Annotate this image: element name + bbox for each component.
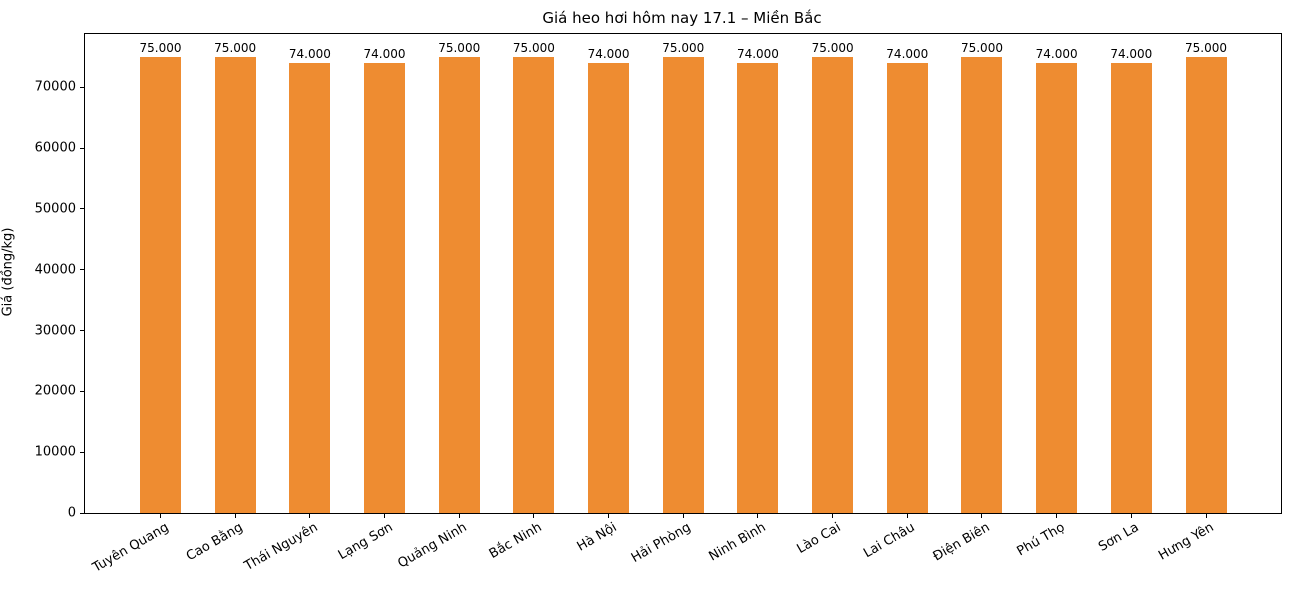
x-tick-label: Lạng Sơn: [335, 520, 396, 564]
x-tick: [832, 513, 834, 518]
x-tick-label: Phú Thọ: [1014, 520, 1068, 560]
x-tick-label: Lai Châu: [861, 520, 918, 562]
bar-value-label: 74.000: [1110, 46, 1153, 61]
y-tick: [80, 451, 85, 453]
bar-value-label: 75.000: [139, 40, 182, 55]
x-tick: [682, 513, 684, 518]
x-tick: [906, 513, 908, 518]
x-tick-label: Quảng Ninh: [395, 520, 470, 572]
y-tick-label: 20000: [34, 383, 76, 399]
bar: [886, 62, 928, 513]
y-tick-label: 50000: [34, 201, 76, 217]
y-tick-label: 60000: [34, 140, 76, 156]
bar: [289, 62, 331, 513]
bar: [961, 56, 1003, 513]
y-tick-label: 30000: [34, 323, 76, 339]
y-tick: [80, 390, 85, 392]
bar-value-label: 75.000: [1185, 40, 1228, 55]
bar-value-label: 74.000: [363, 46, 406, 61]
bar-value-label: 74.000: [736, 46, 779, 61]
bar-value-label: 74.000: [288, 46, 331, 61]
x-tick: [458, 513, 460, 518]
x-tick: [533, 513, 535, 518]
y-tick-label: 0: [67, 505, 76, 521]
x-tick-label: Cao Bằng: [184, 520, 246, 565]
y-axis-label: Giá (đồng/kg): [0, 227, 16, 317]
x-tick: [1205, 513, 1207, 518]
y-tick-label: 10000: [34, 444, 76, 460]
x-tick: [608, 513, 610, 518]
bar: [588, 62, 630, 513]
x-tick-label: Tuyên Quang: [89, 520, 171, 576]
bar: [140, 56, 181, 513]
plot-area: 0 10000 20000 30000 40000 50000 60000 70000 75.0…: [35, 33, 1282, 576]
bar-value-label: 75.000: [662, 40, 705, 55]
bar: [214, 56, 256, 513]
y-tick: [80, 512, 85, 514]
bar-value-label: 74.000: [886, 46, 929, 61]
x-tick: [1056, 513, 1058, 518]
y-tick: [80, 208, 85, 210]
x-tick: [384, 513, 386, 518]
y-tick: [80, 269, 85, 271]
bar-value-label: 75.000: [438, 40, 481, 55]
y-tick: [80, 330, 85, 332]
bar-value-label: 74.000: [587, 46, 630, 61]
y-tick-label: 70000: [34, 79, 76, 95]
bar: [364, 62, 406, 513]
x-tick-label: Ninh Bình: [706, 520, 769, 565]
x-tick-label: Hưng Yên: [1156, 520, 1217, 564]
bar: [737, 62, 779, 513]
bar: [812, 56, 854, 513]
bar-value-label: 75.000: [214, 40, 257, 55]
x-tick-label: Thái Nguyên: [241, 520, 321, 575]
x-tick: [234, 513, 236, 518]
x-tick-label: Hà Nội: [574, 520, 620, 555]
bar: [1036, 62, 1078, 513]
bar: [1185, 56, 1227, 513]
x-tick-label: Sơn La: [1096, 520, 1142, 555]
y-tick: [80, 147, 85, 149]
bar: [513, 56, 555, 513]
x-tick-label: Bắc Ninh: [486, 520, 545, 562]
x-tick: [160, 513, 161, 518]
x-tick: [981, 513, 983, 518]
x-tick: [757, 513, 759, 518]
bar: [1110, 62, 1152, 513]
x-tick: [1130, 513, 1132, 518]
x-tick: [309, 513, 311, 518]
bar-value-label: 75.000: [960, 40, 1003, 55]
x-tick-label: Hải Phòng: [629, 520, 694, 566]
bar: [438, 56, 480, 513]
y-tick-label: 40000: [34, 262, 76, 278]
x-tick-label: Điện Biên: [930, 520, 993, 565]
bar-value-label: 75.000: [811, 40, 854, 55]
bar-value-label: 75.000: [512, 40, 555, 55]
x-tick-label: Lào Cai: [794, 520, 844, 557]
y-tick: [80, 86, 85, 88]
bar: [662, 56, 704, 513]
chart-title: Giá heo hơi hôm nay 17.1 – Miền Bắc: [542, 9, 822, 27]
bar-value-label: 74.000: [1035, 46, 1078, 61]
